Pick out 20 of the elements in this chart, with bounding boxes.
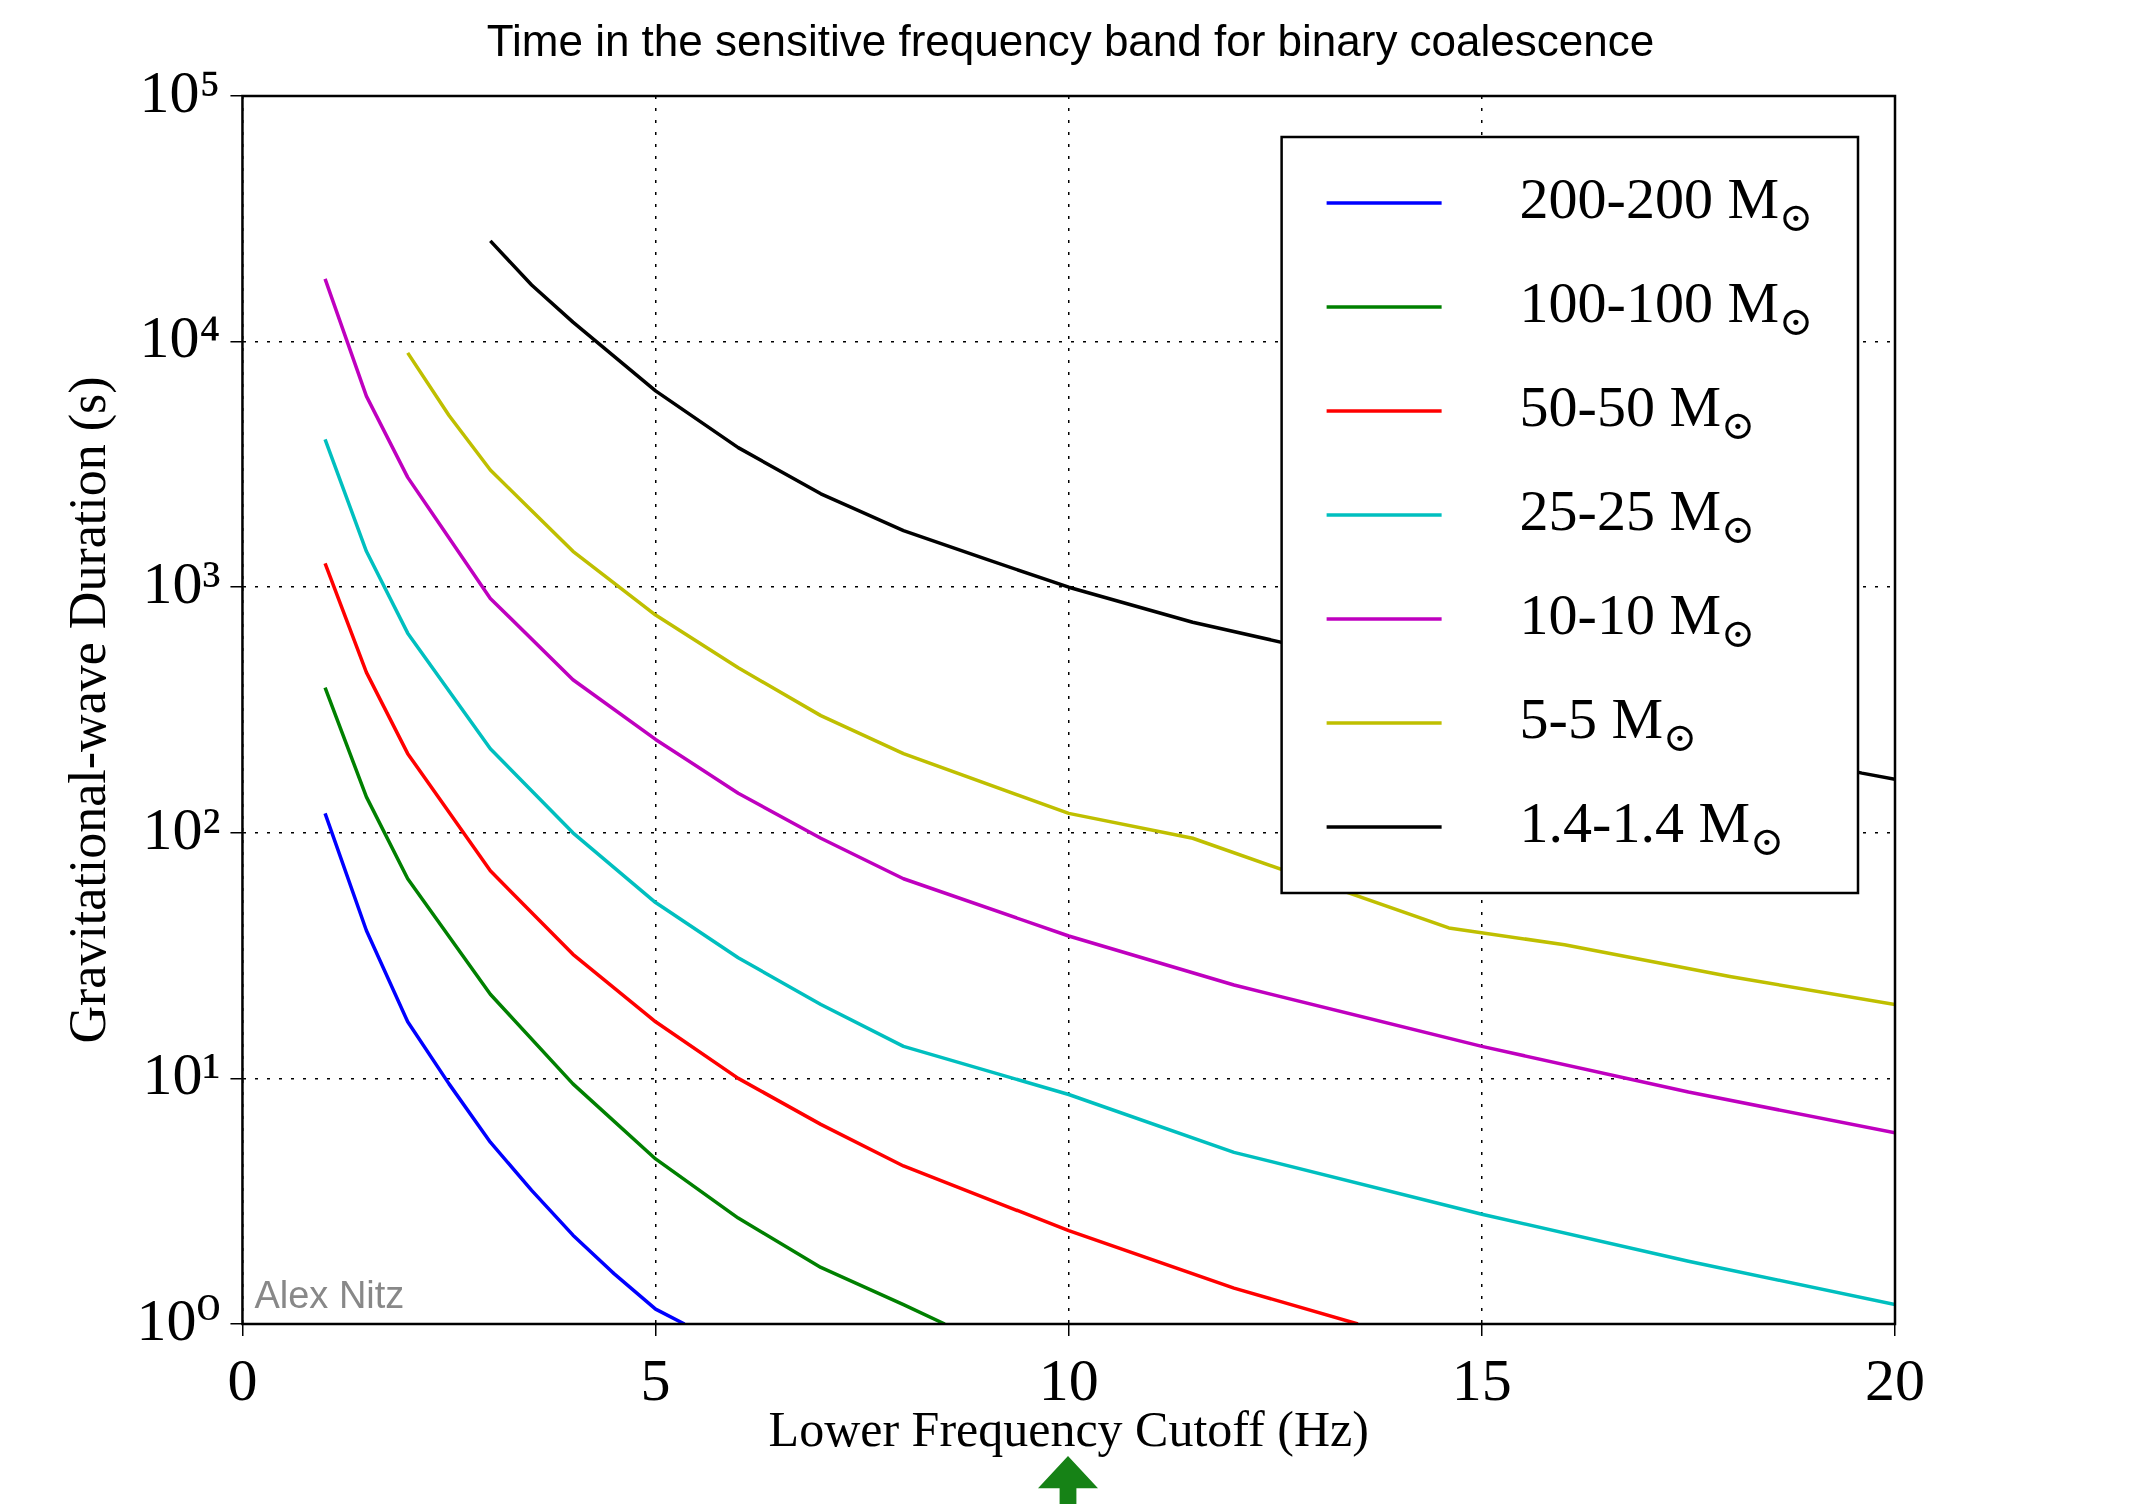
legend-label: 10-10 M⊙ — [1519, 582, 1756, 657]
chart-title: Time in the sensitive frequency band for binary coalescence — [486, 16, 1655, 65]
y-tick-label: 10⁴ — [139, 304, 221, 371]
legend-label: 5-5 M⊙ — [1519, 686, 1698, 761]
legend-label: 50-50 M⊙ — [1519, 374, 1756, 449]
y-tick-label: 10³ — [142, 549, 221, 616]
annotation: Alex Nitz — [254, 1274, 405, 1316]
legend-label: 100-100 M⊙ — [1519, 270, 1814, 345]
y-axis-title: Gravitational-wave Duration (s) — [58, 376, 117, 1044]
x-tick-label: 0 — [227, 1346, 258, 1413]
y-tick-label: 10¹ — [142, 1041, 221, 1108]
legend-label: 1.4-1.4 M⊙ — [1519, 790, 1785, 865]
x-tick-label: 20 — [1865, 1346, 1925, 1413]
legend-label: 25-25 M⊙ — [1519, 478, 1756, 553]
x-tick-label: 15 — [1451, 1346, 1512, 1413]
y-tick-label: 10² — [142, 795, 221, 862]
y-tick-label: 10⁵ — [139, 58, 221, 125]
x-tick-label: 5 — [640, 1346, 671, 1413]
legend-label: 200-200 M⊙ — [1519, 166, 1814, 241]
y-tick-label: 10⁰ — [136, 1286, 221, 1353]
